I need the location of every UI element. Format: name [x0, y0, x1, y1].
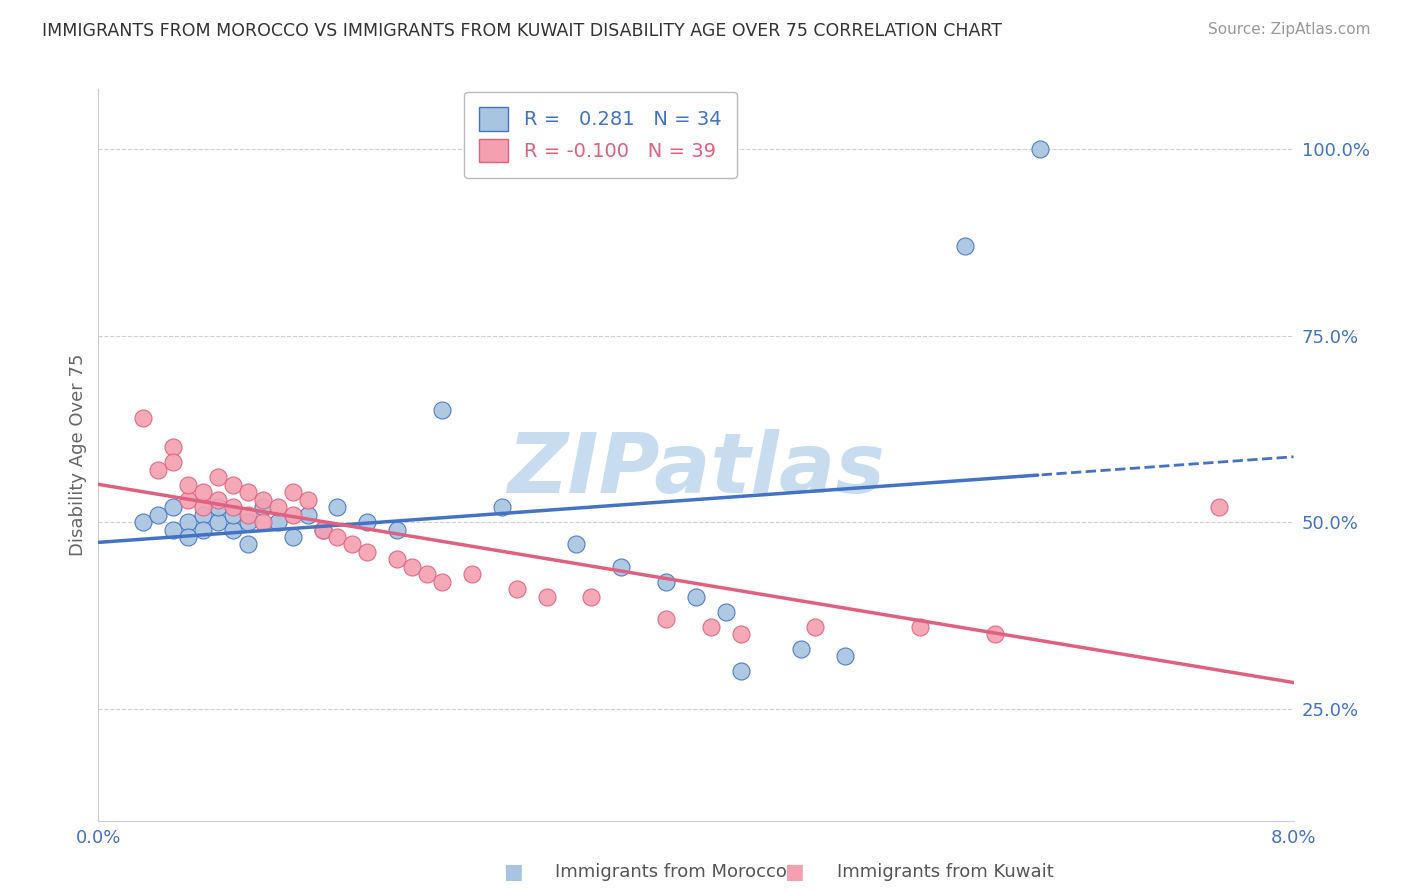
Point [177, 492, 200, 507]
Point [297, 508, 319, 522]
Point [491, 500, 513, 515]
Text: ■: ■ [503, 863, 523, 882]
Point [177, 515, 200, 529]
Point [222, 500, 245, 515]
Point [356, 545, 378, 559]
Point [536, 590, 558, 604]
Point [385, 552, 409, 566]
Point [730, 627, 752, 641]
Point [207, 500, 229, 515]
Point [416, 567, 439, 582]
Point [385, 523, 409, 537]
Point [506, 582, 529, 597]
Point [162, 455, 184, 469]
Point [207, 470, 229, 484]
Point [191, 508, 214, 522]
Point [700, 619, 723, 633]
Point [222, 477, 245, 491]
Point [281, 530, 304, 544]
Point [804, 619, 827, 633]
Point [565, 537, 588, 551]
Point [730, 665, 752, 679]
Point [236, 508, 259, 522]
Point [236, 485, 259, 500]
Point [311, 523, 333, 537]
Text: ■: ■ [785, 863, 804, 882]
Point [236, 515, 259, 529]
Point [252, 492, 274, 507]
Point [356, 515, 378, 529]
Point [252, 500, 274, 515]
Point [162, 441, 184, 455]
Point [207, 515, 229, 529]
Point [342, 537, 364, 551]
Text: Immigrants from Morocco: Immigrants from Morocco [555, 863, 787, 881]
Point [908, 619, 931, 633]
Point [162, 523, 184, 537]
Point [236, 537, 259, 551]
Point [311, 523, 333, 537]
Point [207, 492, 229, 507]
Text: IMMIGRANTS FROM MOROCCO VS IMMIGRANTS FROM KUWAIT DISABILITY AGE OVER 75 CORRELA: IMMIGRANTS FROM MOROCCO VS IMMIGRANTS FR… [42, 22, 1002, 40]
Point [1208, 500, 1230, 515]
Point [789, 642, 811, 657]
Point [655, 574, 678, 589]
Point [714, 605, 737, 619]
Point [281, 485, 304, 500]
Point [461, 567, 484, 582]
Point [281, 508, 304, 522]
Point [162, 500, 184, 515]
Point [655, 612, 678, 626]
Point [177, 477, 200, 491]
Point [430, 403, 453, 417]
Point [581, 590, 603, 604]
Point [222, 523, 245, 537]
Point [953, 239, 976, 253]
Point [430, 574, 453, 589]
Point [252, 515, 274, 529]
Point [148, 508, 170, 522]
Point [132, 515, 155, 529]
Point [685, 590, 707, 604]
Point [191, 500, 214, 515]
Point [326, 530, 349, 544]
Point [610, 560, 633, 574]
Point [401, 560, 423, 574]
Text: Immigrants from Kuwait: Immigrants from Kuwait [837, 863, 1053, 881]
Legend: R =   0.281   N = 34, R = -0.100   N = 39: R = 0.281 N = 34, R = -0.100 N = 39 [464, 92, 737, 178]
Point [177, 530, 200, 544]
Text: ZIPatlas: ZIPatlas [508, 429, 884, 510]
Text: Source: ZipAtlas.com: Source: ZipAtlas.com [1208, 22, 1371, 37]
Point [984, 627, 1007, 641]
Point [222, 508, 245, 522]
Y-axis label: Disability Age Over 75: Disability Age Over 75 [69, 353, 87, 557]
Point [191, 485, 214, 500]
Point [267, 515, 290, 529]
Point [326, 500, 349, 515]
Point [267, 500, 290, 515]
Point [191, 523, 214, 537]
Point [834, 649, 856, 664]
Point [297, 492, 319, 507]
Point [1028, 142, 1050, 156]
Point [148, 463, 170, 477]
Point [132, 410, 155, 425]
